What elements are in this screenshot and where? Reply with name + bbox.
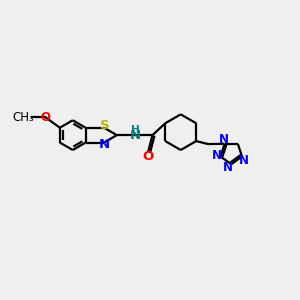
Text: N: N bbox=[219, 134, 229, 146]
Text: N: N bbox=[212, 149, 222, 162]
Text: CH₃: CH₃ bbox=[12, 111, 34, 124]
Text: N: N bbox=[98, 138, 110, 151]
Text: S: S bbox=[100, 119, 110, 132]
Text: O: O bbox=[142, 150, 154, 163]
Text: O: O bbox=[40, 111, 51, 124]
Text: N: N bbox=[239, 154, 249, 166]
Text: N: N bbox=[223, 161, 233, 174]
Text: H: H bbox=[131, 125, 140, 135]
Text: N: N bbox=[130, 129, 141, 142]
